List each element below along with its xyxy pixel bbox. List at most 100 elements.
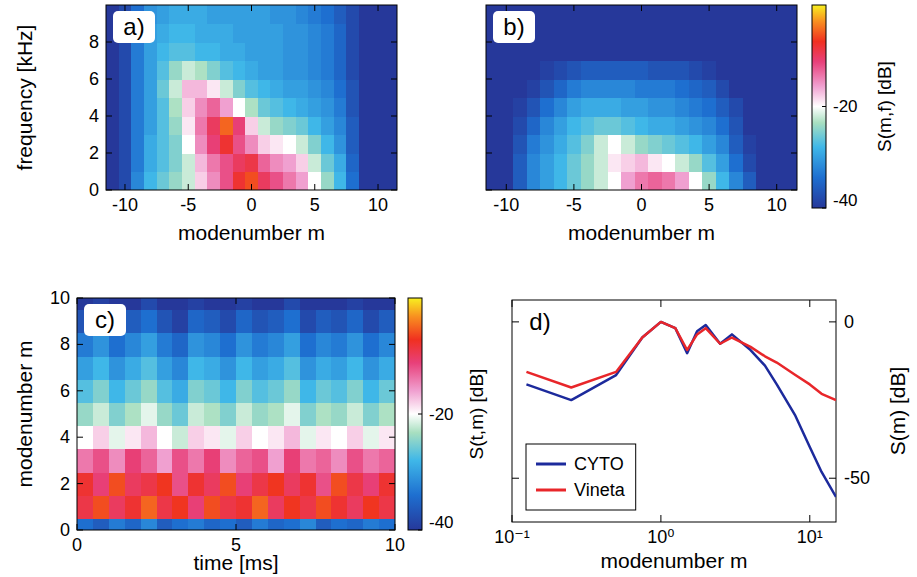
heatmap-cell: [141, 472, 158, 496]
heatmap-cell: [109, 356, 126, 380]
heatmap-cell: [331, 379, 348, 403]
heatmap-cell: [233, 24, 246, 43]
heatmap-cell: [268, 298, 285, 310]
heatmap-cell: [119, 116, 132, 135]
heatmap-cell: [334, 116, 347, 135]
y-tick: [512, 321, 519, 322]
heatmap-cell: [743, 61, 757, 80]
heatmap-cell: [157, 449, 174, 473]
heatmap-cell: [195, 98, 208, 117]
y-tick: [391, 116, 397, 117]
heatmap-cell: [608, 61, 622, 80]
heatmap-cell: [635, 79, 649, 98]
heatmap-cell: [296, 153, 309, 172]
heatmap-cell: [284, 298, 301, 310]
x-tick: [188, 184, 189, 190]
heatmap-cell: [220, 42, 233, 61]
heatmap-cell: [567, 135, 581, 154]
heatmap-cell: [675, 98, 689, 117]
x-tick: [395, 524, 396, 530]
heatmap-cell: [648, 172, 662, 191]
heatmap-cell: [283, 135, 296, 154]
heatmap-cell: [157, 402, 174, 426]
heatmap-cell: [93, 495, 110, 519]
heatmap-cell: [729, 42, 743, 61]
heatmap-cell: [500, 116, 514, 135]
heatmap-cell: [131, 135, 144, 154]
heatmap-cell: [172, 402, 189, 426]
x-tick-label: -10: [493, 195, 519, 215]
heatmap-cell: [182, 42, 195, 61]
heatmap-cell: [195, 61, 208, 80]
heatmap-cell: [621, 79, 635, 98]
heatmap-cell: [379, 310, 395, 334]
heatmap-cell: [554, 42, 568, 61]
heatmap-cell: [783, 172, 797, 191]
heatmap-cell: [729, 24, 743, 43]
heatmap-cell: [141, 356, 158, 380]
heatmap-cell: [252, 449, 269, 473]
heatmap-cell: [756, 24, 770, 43]
heatmap-cell: [233, 172, 246, 191]
heatmap-cell: [756, 135, 770, 154]
heatmap-cell: [347, 356, 364, 380]
heatmap-cell: [379, 426, 395, 450]
heatmap-cell: [252, 379, 269, 403]
heatmap-cell: [258, 98, 271, 117]
x-tick: [124, 184, 125, 190]
heatmap-cell: [233, 98, 246, 117]
heatmap-cell: [770, 5, 784, 24]
y-tick: [486, 116, 492, 117]
heatmap-cell: [195, 172, 208, 191]
heatmap-cell: [316, 356, 333, 380]
heatmap-cell: [702, 42, 716, 61]
heatmap-cell: [204, 518, 221, 530]
y-tick-label: -50: [844, 468, 870, 488]
heatmap-cell: [172, 356, 189, 380]
heatmap-cell: [236, 518, 253, 530]
heatmap-cell: [347, 472, 364, 496]
heatmap-cell: [141, 426, 158, 450]
heatmap-cell: [220, 379, 237, 403]
heatmap-cell: [486, 135, 500, 154]
heatmap-cell: [283, 98, 296, 117]
heatmap-cell: [245, 98, 258, 117]
heatmap-cell: [716, 153, 730, 172]
heatmap-cell: [567, 42, 581, 61]
heatmap-cell: [157, 61, 170, 80]
plot-frame: [77, 298, 395, 530]
heatmap-cell: [144, 172, 157, 191]
heatmap-cell: [270, 153, 283, 172]
heatmap-cell: [567, 61, 581, 80]
heatmap-cell: [207, 153, 220, 172]
heatmap-cell: [125, 449, 142, 473]
heatmap-cell: [359, 61, 372, 80]
heatmap-cell: [346, 172, 359, 191]
panel-letter-bg: [493, 11, 535, 43]
heatmap-cell: [207, 5, 220, 24]
heatmap-cell: [347, 310, 364, 334]
heatmap-cell: [93, 379, 110, 403]
y-axis-title: S(m) [dB]: [886, 367, 909, 456]
legend-box: [526, 444, 636, 510]
panel-letter-bg: [519, 306, 561, 338]
y-tick: [486, 153, 492, 154]
heatmap-cell: [236, 298, 253, 310]
heatmap-cell: [300, 518, 317, 530]
heatmap-cell: [236, 402, 253, 426]
heatmap-cell: [169, 172, 182, 191]
x-tick-label: -5: [180, 195, 196, 215]
heatmap-cell: [513, 116, 527, 135]
heatmap-cell: [195, 5, 208, 24]
y-tick: [106, 116, 112, 117]
heatmap-cell: [321, 24, 334, 43]
heatmap-cell: [554, 24, 568, 43]
heatmap-cell: [207, 135, 220, 154]
heatmap-cell: [252, 298, 269, 310]
heatmap-cell: [245, 5, 258, 24]
x-tick-label: 10: [385, 535, 405, 555]
heatmap-cell: [204, 495, 221, 519]
heatmap-cell: [182, 98, 195, 117]
heatmap-cell: [621, 116, 635, 135]
heatmap-cell: [756, 61, 770, 80]
